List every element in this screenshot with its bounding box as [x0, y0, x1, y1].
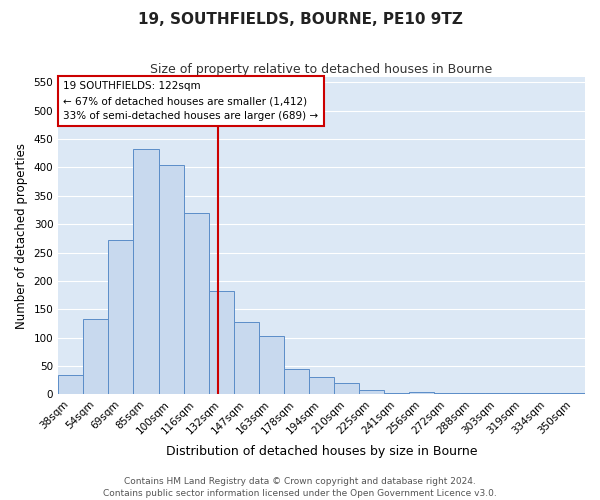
Bar: [334, 383, 359, 394]
Title: Size of property relative to detached houses in Bourne: Size of property relative to detached ho…: [151, 62, 493, 76]
X-axis label: Distribution of detached houses by size in Bourne: Distribution of detached houses by size …: [166, 444, 478, 458]
Y-axis label: Number of detached properties: Number of detached properties: [15, 142, 28, 328]
Bar: [184, 213, 209, 394]
Bar: [83, 319, 109, 394]
Bar: [209, 290, 234, 395]
Bar: [409, 392, 434, 394]
Text: 19 SOUTHFIELDS: 122sqm
← 67% of detached houses are smaller (1,412)
33% of semi-: 19 SOUTHFIELDS: 122sqm ← 67% of detached…: [64, 82, 319, 121]
Bar: [133, 148, 158, 394]
Bar: [460, 392, 485, 394]
Bar: [359, 390, 385, 394]
Bar: [109, 240, 133, 394]
Bar: [259, 336, 284, 394]
Bar: [158, 164, 184, 394]
Bar: [58, 374, 83, 394]
Text: Contains HM Land Registry data © Crown copyright and database right 2024.
Contai: Contains HM Land Registry data © Crown c…: [103, 476, 497, 498]
Bar: [309, 378, 334, 394]
Text: 19, SOUTHFIELDS, BOURNE, PE10 9TZ: 19, SOUTHFIELDS, BOURNE, PE10 9TZ: [137, 12, 463, 28]
Bar: [234, 322, 259, 394]
Bar: [284, 369, 309, 394]
Bar: [385, 392, 409, 394]
Bar: [434, 392, 460, 394]
